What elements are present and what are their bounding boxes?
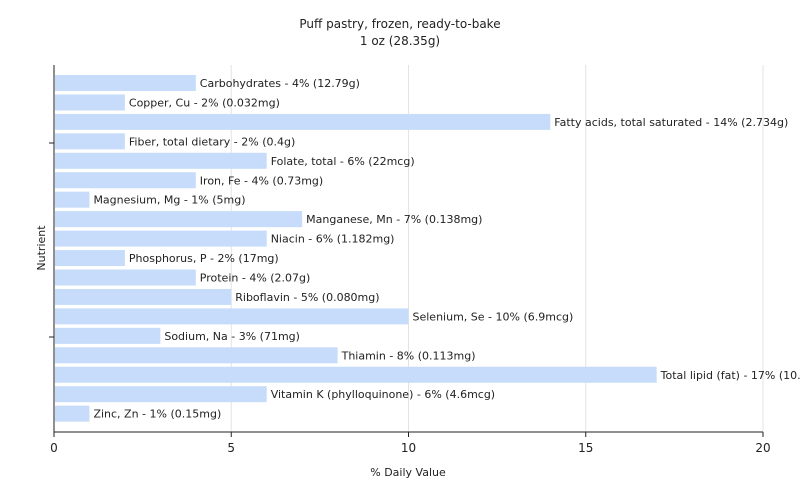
x-tick-label: 15 — [578, 441, 593, 455]
chart-title: Puff pastry, frozen, ready-to-bake — [299, 17, 500, 31]
bar-label: Niacin - 6% (1.182mg) — [271, 233, 395, 246]
bar-label: Total lipid (fat) - 17% (10.80g) — [660, 369, 800, 382]
bar-label: Selenium, Se - 10% (6.9mcg) — [413, 310, 574, 323]
bar — [55, 250, 125, 267]
bar — [55, 94, 125, 111]
bar-label: Vitamin K (phylloquinone) - 6% (4.6mcg) — [271, 388, 495, 401]
bar — [55, 269, 196, 286]
bar — [55, 386, 267, 403]
bar-label: Zinc, Zn - 1% (0.15mg) — [93, 408, 221, 421]
bar — [55, 211, 303, 228]
x-tick-label: 0 — [50, 441, 58, 455]
bar — [55, 347, 338, 364]
bar-label: Phosphorus, P - 2% (17mg) — [129, 252, 279, 265]
bar-label: Carbohydrates - 4% (12.79g) — [200, 77, 360, 90]
bar-label: Iron, Fe - 4% (0.73mg) — [200, 174, 323, 187]
bar-label: Thiamin - 8% (0.113mg) — [341, 349, 476, 362]
bar — [55, 327, 161, 344]
bar — [55, 113, 551, 130]
bar-label: Protein - 4% (2.07g) — [200, 272, 311, 285]
bar — [55, 191, 90, 208]
bar — [55, 366, 657, 383]
bar-label: Folate, total - 6% (22mcg) — [271, 155, 415, 168]
bar-label: Manganese, Mn - 7% (0.138mg) — [306, 213, 482, 226]
bar-label: Sodium, Na - 3% (71mg) — [164, 330, 300, 343]
bars: Carbohydrates - 4% (12.79g) Copper, Cu - … — [55, 75, 800, 422]
bar — [55, 133, 125, 150]
x-tick-label: 20 — [755, 441, 770, 455]
bar — [55, 152, 267, 169]
x-tick-label: 5 — [227, 441, 235, 455]
x-tick-label: 10 — [401, 441, 416, 455]
chart-subtitle: 1 oz (28.35g) — [360, 34, 440, 48]
y-axis-title: Nutrient — [35, 225, 48, 271]
axes: 0 5 10 15 20 — [49, 65, 771, 455]
bar — [55, 230, 267, 247]
bar-label: Fiber, total dietary - 2% (0.4g) — [129, 135, 295, 148]
bar — [55, 405, 90, 422]
bar — [55, 288, 232, 305]
x-axis-title: % Daily Value — [370, 466, 446, 479]
bar — [55, 308, 409, 325]
bar-label: Copper, Cu - 2% (0.032mg) — [129, 96, 280, 109]
bar — [55, 172, 196, 189]
bar-label: Riboflavin - 5% (0.080mg) — [235, 291, 379, 304]
bar — [55, 75, 196, 91]
bar-label: Magnesium, Mg - 1% (5mg) — [93, 194, 245, 207]
bar-label: Fatty acids, total saturated - 14% (2.73… — [554, 116, 788, 129]
